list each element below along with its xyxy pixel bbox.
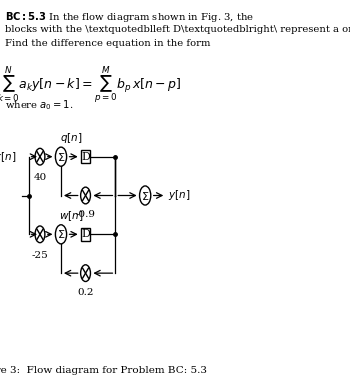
Text: $\Sigma$: $\Sigma$ [57,228,65,240]
Text: D: D [81,152,90,161]
Text: Figure 3:  Flow diagram for Problem BC: 5.3: Figure 3: Flow diagram for Problem BC: 5… [0,366,206,375]
Text: $\Sigma$: $\Sigma$ [141,190,149,201]
Text: blocks with the \textquotedblleft D\textquotedblright\ represent a one-step time: blocks with the \textquotedblleft D\text… [5,25,350,34]
Text: $y[n]$: $y[n]$ [168,188,190,203]
Text: $w[n]$: $w[n]$ [60,209,84,223]
Text: Find the difference equation in the form: Find the difference equation in the form [5,39,210,48]
FancyBboxPatch shape [81,151,90,163]
Text: $\bf{BC:5.3}$ In the flow diagram shown in Fig. 3, the: $\bf{BC:5.3}$ In the flow diagram shown … [5,10,253,24]
Text: -25: -25 [32,251,48,260]
Text: 40: 40 [33,173,47,182]
Text: $\sum_{k=0}^{N} a_k y[n-k] = \sum_{p=0}^{M} b_p\, x[n-p]$: $\sum_{k=0}^{N} a_k y[n-k] = \sum_{p=0}^… [0,64,181,106]
Text: $q[n]$: $q[n]$ [60,131,83,145]
Text: -0.9: -0.9 [76,210,96,219]
Text: 0.2: 0.2 [77,288,94,297]
Text: $\Sigma$: $\Sigma$ [57,151,65,163]
FancyBboxPatch shape [81,228,90,240]
Text: $x[n]$: $x[n]$ [0,150,16,163]
Text: D: D [81,230,90,239]
Text: where $a_0 = 1$.: where $a_0 = 1$. [5,99,73,112]
